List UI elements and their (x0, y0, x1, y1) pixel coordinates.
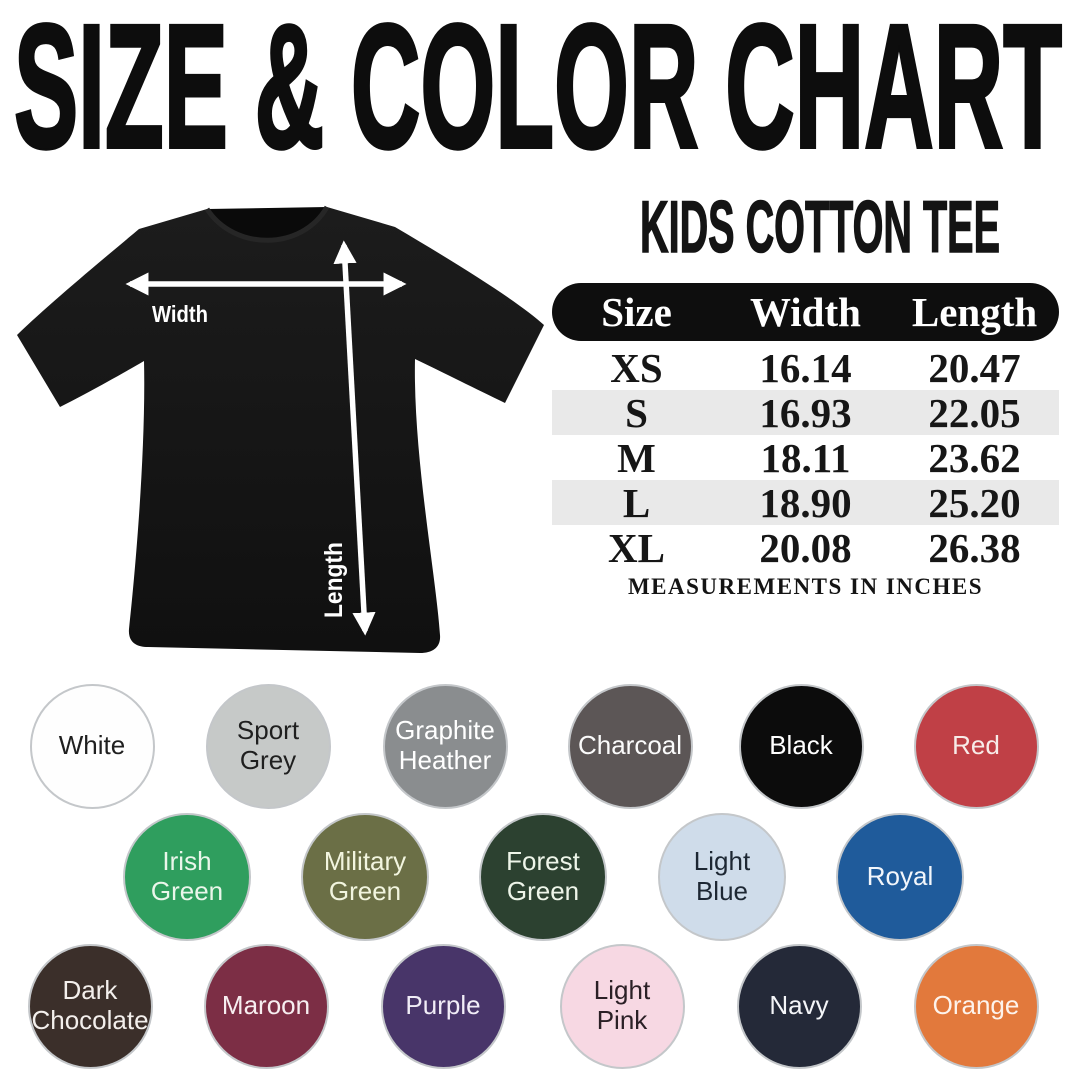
table-row-xs: XS 16.14 20.47 (552, 344, 1059, 391)
length-value: 20.47 (928, 344, 1021, 391)
color-swatch-light-pink: Light Pink (559, 943, 685, 1069)
tshirt-diagram: Width Length (17, 205, 544, 653)
page-title-text: SIZE & COLOR CHART (14, 16, 1062, 156)
product-subtitle-text: KIDS COTTON TEE (640, 196, 1000, 260)
size-table: Size Width Length XS 16.14 20.47 S 16.93… (552, 283, 1059, 571)
color-swatch-navy: Navy (736, 943, 862, 1069)
tshirt-silhouette (17, 207, 544, 653)
color-swatch-military-green: Military Green (301, 813, 429, 941)
width-value: 16.93 (759, 389, 852, 436)
header-width: Width (750, 289, 861, 335)
width-arrow-label: Width (152, 301, 208, 327)
color-swatch-light-blue: Light Blue (658, 813, 786, 941)
page-title: SIZE & COLOR CHART (14, 16, 1064, 156)
color-swatch-graphite-heather: Graphite Heather (382, 683, 508, 809)
color-swatch-irish-green: Irish Green (123, 813, 251, 941)
length-arrow (333, 240, 376, 636)
length-value: 25.20 (928, 479, 1021, 526)
width-value: 18.90 (759, 479, 852, 526)
color-swatch-orange: Orange (913, 943, 1039, 1069)
color-swatch-charcoal: Charcoal (567, 683, 693, 809)
color-swatch-royal: Royal (836, 813, 964, 941)
color-swatch-dark-chocolate: Dark Chocolate (27, 943, 153, 1069)
size-table-header: Size Width Length (552, 283, 1059, 341)
size-value: S (625, 389, 648, 436)
width-value: 18.11 (760, 434, 851, 481)
color-swatch-white: White (29, 683, 155, 809)
color-swatch-maroon: Maroon (203, 943, 329, 1069)
table-row-xl: XL 20.08 26.38 (552, 524, 1059, 571)
table-row-l: L 18.90 25.20 (552, 479, 1059, 526)
header-length: Length (911, 289, 1038, 335)
size-value: XS (610, 344, 663, 391)
width-value: 20.08 (759, 524, 852, 571)
color-swatch-sport-grey: Sport Grey (205, 683, 331, 809)
width-value: 16.14 (759, 344, 852, 391)
color-swatch-black: Black (738, 683, 864, 809)
length-value: 23.62 (928, 434, 1021, 481)
tshirt-collar (204, 205, 330, 243)
table-row-s: S 16.93 22.05 (552, 389, 1059, 436)
length-value: 26.38 (928, 524, 1021, 571)
color-swatch-forest-green: Forest Green (479, 813, 607, 941)
size-value: L (622, 479, 651, 526)
size-value: XL (608, 524, 665, 571)
measurements-note: MEASUREMENTS IN INCHES (627, 574, 984, 599)
size-value: M (617, 434, 656, 481)
product-subtitle: KIDS COTTON TEE (640, 196, 1001, 260)
color-swatch-purple: Purple (380, 943, 506, 1069)
table-row-m: M 18.11 23.62 (552, 434, 1059, 481)
length-value: 22.05 (928, 389, 1021, 436)
color-swatch-red: Red (913, 683, 1039, 809)
header-size: Size (601, 289, 672, 335)
length-arrow-label: Length (320, 542, 348, 618)
